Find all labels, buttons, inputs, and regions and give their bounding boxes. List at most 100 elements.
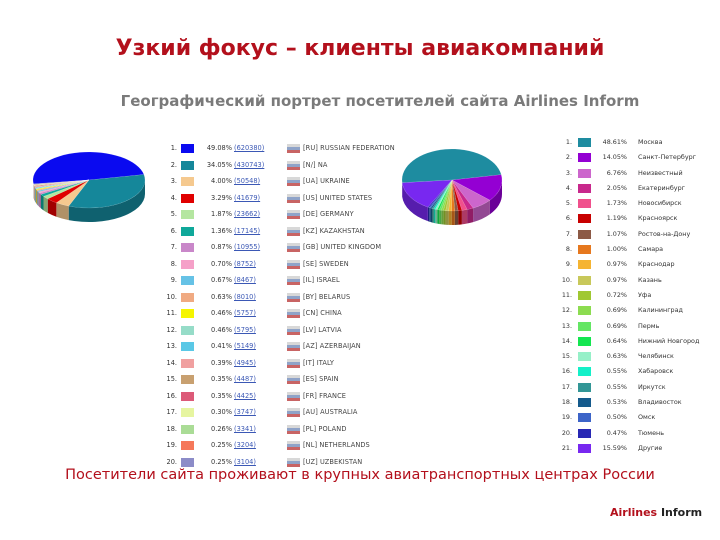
city-color-swatch bbox=[578, 306, 591, 316]
city-row: 20. 0.47% Тюмень bbox=[552, 426, 718, 441]
country-visits-link[interactable]: (620380) bbox=[234, 144, 265, 152]
country-color-swatch bbox=[181, 276, 194, 285]
country-pie-slice-12 bbox=[35, 179, 90, 190]
country-name: [UZ] UZBEKISTAN bbox=[303, 457, 363, 466]
country-visits-link[interactable]: (5149) bbox=[234, 342, 256, 350]
country-rank: 11. bbox=[166, 309, 178, 317]
country-visits-link[interactable]: (50548) bbox=[234, 177, 261, 185]
country-percent: 34.05% bbox=[206, 160, 232, 169]
country-pie-slice-side-4 bbox=[47, 198, 57, 217]
country-flag-icon bbox=[287, 243, 300, 252]
country-pie-slice-side-3 bbox=[56, 202, 69, 221]
country-row: 3. 4.00% (50548) [UA] UKRAINE bbox=[160, 173, 396, 190]
country-row: 16. 0.35% (4425) [FR] FRANCE bbox=[160, 388, 396, 405]
city-pie-slice-side-10 bbox=[445, 210, 449, 225]
country-color-swatch bbox=[181, 259, 194, 269]
city-rank: 13. bbox=[561, 321, 572, 330]
country-visits-link[interactable]: (8010) bbox=[234, 292, 256, 301]
city-color-swatch bbox=[578, 245, 591, 255]
city-name: Казань bbox=[638, 275, 662, 284]
city-rank: 10. bbox=[561, 275, 572, 284]
city-rank: 15. bbox=[561, 352, 572, 361]
country-percent: 0.63% bbox=[211, 292, 232, 301]
country-rank: 2. bbox=[170, 160, 177, 169]
city-rank: 18. bbox=[561, 398, 572, 407]
country-row: 11. 0.46% (5757) [CN] CHINA bbox=[160, 305, 396, 322]
city-row: 10. 0.97% Казань bbox=[552, 273, 718, 288]
country-visits-link[interactable]: (3204) bbox=[234, 441, 256, 449]
city-pie-slice-side-15 bbox=[435, 209, 438, 224]
country-visits-link[interactable]: (3341) bbox=[234, 424, 256, 433]
country-rank: 7. bbox=[170, 243, 177, 251]
country-name: [PL] POLAND bbox=[303, 424, 347, 433]
city-name: Калининград bbox=[638, 306, 683, 315]
country-row: 4. 3.29% (41679) [US] UNITED STATES bbox=[160, 190, 396, 207]
city-name: Челябинск bbox=[638, 352, 674, 361]
city-percent: 2.05% bbox=[606, 183, 627, 192]
country-rank: 6. bbox=[170, 226, 177, 235]
country-color-swatch bbox=[181, 342, 194, 351]
country-pie-slice-19 bbox=[33, 179, 90, 185]
country-flag-icon bbox=[287, 259, 300, 269]
city-pie-slice-21 bbox=[402, 179, 453, 208]
country-flag-icon bbox=[287, 325, 300, 335]
country-visits-link[interactable]: (17145) bbox=[234, 226, 261, 235]
country-pie-slice-13 bbox=[34, 179, 90, 189]
city-name: Хабаровск bbox=[638, 367, 674, 376]
country-percent: 0.70% bbox=[211, 259, 232, 268]
city-pie-slice-side-3 bbox=[473, 200, 490, 223]
country-name: [UA] UKRAINE bbox=[303, 177, 350, 185]
city-name: Москва bbox=[638, 138, 663, 146]
country-pie-slice-side-9 bbox=[37, 190, 39, 206]
city-name: Омск bbox=[638, 413, 656, 422]
country-visits-link[interactable]: (8752) bbox=[234, 259, 256, 268]
city-row: 17. 0.55% Иркутск bbox=[552, 380, 718, 395]
city-name: Новосибирск bbox=[638, 199, 682, 208]
slide-title: Узкий фокус – клиенты авиакомпаний bbox=[115, 36, 605, 61]
country-color-swatch bbox=[181, 391, 194, 401]
city-percent: 0.53% bbox=[606, 398, 627, 407]
country-rank: 12. bbox=[166, 325, 178, 334]
city-name: Санкт-Петербург bbox=[638, 153, 697, 162]
country-name: [US] UNITED STATES bbox=[303, 193, 373, 202]
country-visits-link[interactable]: (430743) bbox=[234, 160, 265, 169]
country-visits-link[interactable]: (4487) bbox=[234, 375, 256, 383]
city-row: 4. 2.05% Екатеринбург bbox=[552, 181, 718, 196]
city-row: 9. 0.97% Краснодар bbox=[552, 257, 718, 272]
country-percent: 0.41% bbox=[211, 342, 232, 350]
country-visits-link[interactable]: (41679) bbox=[234, 193, 261, 202]
country-visits-link[interactable]: (3747) bbox=[234, 408, 256, 416]
country-row: 14. 0.39% (4945) [IT] ITALY bbox=[160, 355, 396, 372]
country-visits-link[interactable]: (23662) bbox=[234, 210, 261, 218]
country-visits-link[interactable]: (4945) bbox=[234, 358, 256, 367]
country-visits-link[interactable]: (5795) bbox=[234, 325, 256, 334]
city-pie-slice-side-17 bbox=[432, 208, 434, 223]
country-flag-icon bbox=[287, 424, 300, 434]
country-rank: 3. bbox=[170, 177, 177, 185]
country-visits-link[interactable]: (10955) bbox=[234, 243, 261, 251]
city-pie-slice-20 bbox=[427, 179, 453, 208]
city-pie-slice-5 bbox=[451, 179, 468, 211]
country-visits-link[interactable]: (5757) bbox=[234, 309, 256, 317]
city-pie-slice-19 bbox=[428, 179, 453, 209]
country-color-swatch bbox=[181, 325, 194, 335]
country-percent: 0.35% bbox=[211, 375, 232, 383]
city-percent: 0.97% bbox=[606, 275, 627, 284]
city-row: 12. 0.69% Калининград bbox=[552, 303, 718, 318]
country-pie-slice-side-5 bbox=[43, 196, 48, 213]
country-row: 12. 0.46% (5795) [LV] LATVIA bbox=[160, 322, 396, 339]
city-percent: 0.72% bbox=[606, 290, 627, 299]
country-percent: 4.00% bbox=[211, 177, 232, 185]
country-rank: 16. bbox=[166, 391, 178, 400]
city-pie-slice-side-16 bbox=[433, 208, 436, 224]
country-visits-link[interactable]: (3104) bbox=[234, 457, 256, 466]
country-visits-link[interactable]: (8467) bbox=[234, 276, 256, 284]
country-percent: 0.46% bbox=[211, 325, 232, 334]
country-visits-link[interactable]: (4425) bbox=[234, 391, 256, 400]
city-percent: 1.07% bbox=[606, 229, 627, 238]
city-pie-slice-12 bbox=[441, 179, 453, 211]
city-pie-slice-10 bbox=[445, 179, 453, 212]
country-percent: 1.36% bbox=[211, 226, 232, 235]
city-percent: 0.64% bbox=[606, 336, 627, 345]
country-pie-slice-17 bbox=[33, 179, 90, 186]
